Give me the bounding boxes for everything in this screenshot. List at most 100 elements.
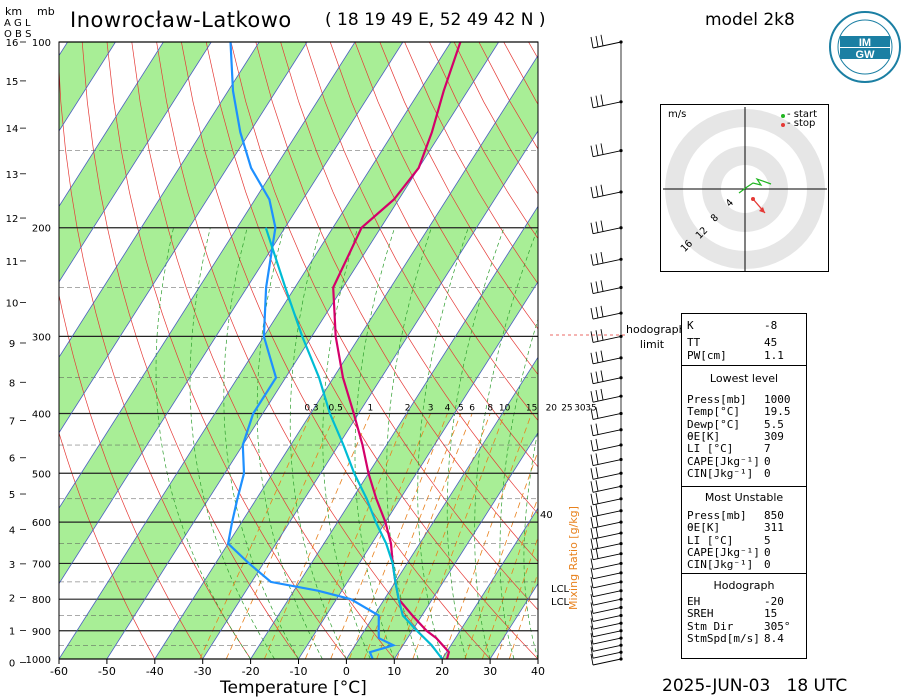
wind-barb-staff [592,150,622,158]
mixing-ratio-line [481,496,538,659]
index-row-value: 305° [764,619,791,633]
wind-barb-staff [592,472,622,480]
mixing-ratio-value: 15 [526,403,537,413]
sounding-date: 2025-JUN-03 [662,676,771,696]
pw-label: PW[cm] [687,349,727,362]
wind-barb-flag [590,96,594,108]
indices-panel: K -8 TT 45 PW[cm] 1.1 Lowest level Press… [681,313,807,659]
isotherm-line [59,42,212,283]
wind-barb-flag [595,547,599,559]
temperature-tick-label: -40 [146,665,164,678]
wind-barb-flag [595,438,599,451]
height-tick-label: 15 [6,77,19,88]
isotherm-line [393,431,538,659]
wind-barb-flag [590,517,594,529]
index-row-label: Press[mb] [687,393,747,406]
isotherm-line [59,42,260,359]
wind-barb-flag [590,653,594,666]
wind-barb-staff [592,644,622,652]
wind-barb-flag [590,594,594,606]
wind-barb-flag [595,504,599,516]
mixing-ratio-line [496,536,538,659]
mixing-ratio-line [363,413,462,659]
index-row-value: 7 [764,442,771,456]
index-row-value: 0 [764,454,771,468]
mixing-ratio-value: 10 [499,403,511,413]
isotherm-line [202,130,538,659]
wind-barb-flag [600,329,604,341]
mixing-ratio-value: 6 [469,403,475,413]
mixing-ratio-value: 2 [405,403,411,413]
temperature-tick-label: -60 [50,665,68,678]
wind-barb-staff [592,521,622,529]
height-tick-label: 11 [6,257,19,268]
index-row-value: 1000 [764,393,791,406]
wind-barb-flag [595,306,599,319]
index-row-label: CAPE[Jkg⁻¹] [687,545,760,559]
k-index-value: -8 [764,319,778,332]
wind-barb-flag [590,633,594,645]
mixing-ratio-line [263,413,371,659]
dry-adiabat [131,42,395,659]
tt-index-label: TT [687,336,701,349]
wind-barb-staff [592,562,622,570]
k-index-label: K [687,319,694,332]
wind-barb-flag [590,372,594,384]
mixing-ratio-value: 30 [574,403,586,413]
wind-barb-flag [590,282,594,294]
wind-barb-staff [592,429,622,437]
index-row-label: Dewp[°C] [687,417,740,431]
mixing-ratio-value: 4 [445,403,451,413]
index-row-value: 311 [764,521,784,535]
hodograph-legend-start: - start [787,109,818,120]
sounding-time: 18 UTC [786,676,848,696]
wind-barb-flag [590,538,594,550]
mixing-ratio-line [464,450,538,659]
height-tick-label: 16 [6,38,19,49]
wind-barb-flag [595,492,599,504]
mixing-ratio-value: 0.5 [328,403,342,413]
height-tick-label: 3 [9,560,15,571]
wind-barb-flag [595,35,599,47]
wind-barb-flag [590,505,594,517]
pressure-tick-label: 400 [32,409,51,420]
height-tick-label: 1 [9,626,15,637]
wind-barb-staff [592,598,622,606]
index-row-label: StmSpd[m/s] [687,631,760,645]
svg-text:IM: IM [859,37,871,49]
temperature-tick-label: 10 [387,665,401,678]
wind-barb-staff [592,377,622,385]
pressure-tick-label: 900 [32,627,51,638]
x-axis-title: Temperature [°C] [220,678,367,698]
wind-barb-staff [592,101,622,109]
dry-adiabat [106,42,347,659]
mixing-ratio-lines [199,413,538,659]
index-row-value: 19.5 [764,405,791,419]
pressure-tick-label: 500 [32,469,51,480]
wind-barb-flag [595,281,599,293]
height-tick-label: 5 [9,490,15,501]
wind-barb-flag [600,252,604,264]
wind-barb-flag [595,221,599,233]
wind-barb-staff [592,498,622,506]
wind-barb-staff [592,444,622,452]
wind-barb-staff [592,590,622,598]
temperature-tick-label: 40 [531,665,545,678]
wind-barb-flag [595,407,599,419]
profile-parcel [264,227,444,659]
temperature-tick-label: -30 [194,665,212,678]
agl-label: A G L [4,18,31,29]
isotherm-line [298,281,538,659]
wind-barb-flag [590,254,594,266]
index-row-label: EH [687,595,701,608]
height-tick-label: 6 [9,454,15,465]
moist-adiabat [289,227,347,659]
wind-barb-staff [592,615,622,622]
wind-barb-flag [590,36,594,49]
index-row-value: -20 [764,595,784,608]
wind-barb-flag [590,493,594,505]
wind-barb-flag [600,220,604,232]
wind-barb-flag [590,625,594,637]
mixing-ratio-value: 0.3 [304,403,318,413]
